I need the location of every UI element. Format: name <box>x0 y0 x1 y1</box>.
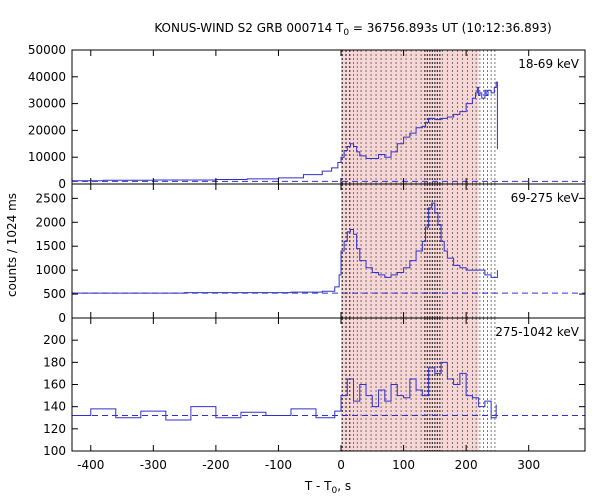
y-axis-label: counts / 1024 ms <box>5 193 19 297</box>
y-tick-label: 10000 <box>28 150 66 164</box>
y-tick-label: 1000 <box>35 263 66 277</box>
y-tick-label: 40000 <box>28 70 66 84</box>
chart-title: KONUS-WIND S2 GRB 000714 T0 = 36756.893s… <box>154 21 551 38</box>
y-tick-label: 100 <box>43 444 66 458</box>
y-tick-label: 0 <box>58 311 66 325</box>
x-tick-label: 100 <box>392 458 415 472</box>
y-tick-label: 20000 <box>28 123 66 137</box>
y-tick-label: 30000 <box>28 97 66 111</box>
series-line <box>72 361 497 421</box>
y-tick-label: 160 <box>43 378 66 392</box>
x-tick-label: -400 <box>77 458 104 472</box>
x-axis-label: T - T0, s <box>304 479 351 496</box>
x-tick-label: 0 <box>337 458 345 472</box>
panel-frame <box>71 49 586 185</box>
y-tick-label: 120 <box>43 422 66 436</box>
highlight-band <box>341 184 479 318</box>
series-line <box>72 81 498 182</box>
highlight-band <box>341 50 479 184</box>
x-tick-label: -100 <box>265 458 292 472</box>
y-tick-label: 140 <box>43 400 66 414</box>
series-line <box>72 202 498 294</box>
y-tick-label: 1500 <box>35 239 66 253</box>
panel-energy-label: 69-275 keV <box>511 191 580 205</box>
y-tick-label: 2000 <box>35 215 66 229</box>
x-tick-label: 300 <box>517 458 540 472</box>
y-tick-label: 200 <box>43 333 66 347</box>
y-tick-label: 180 <box>43 355 66 369</box>
x-tick-label: -300 <box>140 458 167 472</box>
x-tick-label: 200 <box>455 458 478 472</box>
y-tick-label: 50000 <box>28 43 66 57</box>
y-tick-label: 0 <box>58 177 66 191</box>
panel-energy-label: 275-1042 keV <box>495 325 579 339</box>
panel-frame <box>71 183 586 319</box>
x-tick-label: -200 <box>202 458 229 472</box>
y-tick-label: 2500 <box>35 191 66 205</box>
panel-energy-label: 18-69 keV <box>518 57 580 71</box>
y-tick-label: 500 <box>43 287 66 301</box>
